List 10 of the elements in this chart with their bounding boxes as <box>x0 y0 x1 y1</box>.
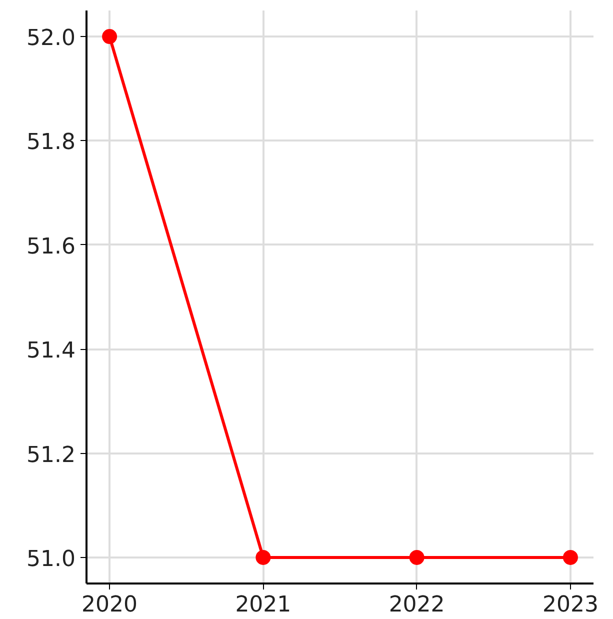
y-tick-label: 52.0 <box>26 26 76 52</box>
x-tick-label: 2023 <box>542 592 598 618</box>
x-tick-label: 2021 <box>235 592 292 618</box>
y-tick-label: 51.4 <box>26 338 76 364</box>
y-tick-label: 51.2 <box>26 442 76 468</box>
x-tick-label: 2022 <box>388 592 445 618</box>
y-tick-label: 51.8 <box>26 130 76 156</box>
y-tick-label: 51.0 <box>26 546 76 572</box>
y-tick-label: 51.6 <box>26 234 76 260</box>
x-tick-label: 2020 <box>82 592 138 618</box>
